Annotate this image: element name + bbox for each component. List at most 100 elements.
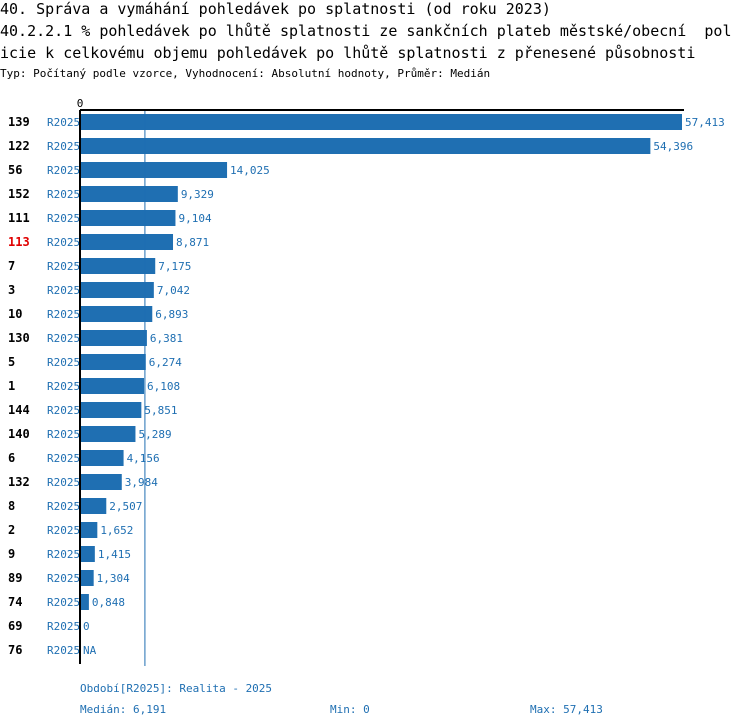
- category-label: 6: [8, 451, 15, 465]
- series-label: R2025: [47, 596, 80, 609]
- category-label: 8: [8, 499, 15, 513]
- category-label: 2: [8, 523, 15, 537]
- category-label: 76: [8, 643, 22, 657]
- value-label: NA: [83, 644, 97, 657]
- bar: [80, 258, 156, 274]
- chart-title-line-2: 40.2.2.1 % pohledávek po lhůtě splatnost…: [0, 22, 732, 40]
- footer-max: Max: 57,413: [530, 703, 603, 716]
- axis-zero-label: 0: [77, 97, 84, 110]
- bar: [80, 282, 154, 298]
- value-label: 0: [83, 620, 90, 633]
- value-label: 57,413: [685, 116, 725, 129]
- value-label: 1,652: [100, 524, 133, 537]
- bar: [80, 306, 153, 322]
- category-label: 7: [8, 259, 15, 273]
- series-label: R2025: [47, 500, 80, 513]
- category-label: 9: [8, 547, 15, 561]
- chart-subtitle: Typ: Počítaný podle vzorce, Vyhodnocení:…: [0, 67, 491, 80]
- bar: [80, 138, 651, 154]
- series-label: R2025: [47, 212, 80, 225]
- footer-period: Období[R2025]: Realita - 2025: [80, 682, 273, 695]
- value-label: 3,984: [125, 476, 158, 489]
- series-label: R2025: [47, 476, 80, 489]
- value-label: 6,108: [147, 380, 180, 393]
- bar: [80, 474, 122, 490]
- chart-title-line-1: 40. Správa a vymáhání pohledávek po spla…: [0, 0, 551, 18]
- bar: [80, 498, 107, 514]
- bar: [80, 354, 146, 370]
- bar: [80, 522, 98, 538]
- bar: [80, 210, 176, 226]
- category-label: 130: [8, 331, 30, 345]
- bar: [80, 402, 142, 418]
- series-label: R2025: [47, 308, 80, 321]
- category-label: 144: [8, 403, 30, 417]
- series-label: R2025: [47, 284, 80, 297]
- value-label: 6,274: [149, 356, 182, 369]
- category-label: 3: [8, 283, 15, 297]
- value-label: 54,396: [653, 140, 693, 153]
- value-label: 9,104: [178, 212, 211, 225]
- value-label: 7,175: [158, 260, 191, 273]
- value-label: 2,507: [109, 500, 142, 513]
- bar: [80, 594, 89, 610]
- value-label: 5,289: [138, 428, 171, 441]
- series-label: R2025: [47, 452, 80, 465]
- category-label: 140: [8, 427, 30, 441]
- bar: [80, 546, 95, 562]
- bar: [80, 378, 145, 394]
- category-label: 56: [8, 163, 22, 177]
- bar: [80, 114, 682, 130]
- value-label: 5,851: [144, 404, 177, 417]
- value-label: 1,415: [98, 548, 131, 561]
- category-label: 122: [8, 139, 30, 153]
- series-label: R2025: [47, 572, 80, 585]
- bar: [80, 234, 174, 250]
- bar: [80, 570, 94, 586]
- category-label: 89: [8, 571, 22, 585]
- series-label: R2025: [47, 404, 80, 417]
- series-label: R2025: [47, 188, 80, 201]
- value-label: 1,304: [97, 572, 130, 585]
- category-label: 113: [8, 235, 30, 249]
- bar: [80, 450, 124, 466]
- value-label: 6,893: [155, 308, 188, 321]
- series-label: R2025: [47, 332, 80, 345]
- value-label: 4,156: [127, 452, 160, 465]
- category-label: 152: [8, 187, 30, 201]
- footer-min: Min: 0: [330, 703, 370, 716]
- series-label: R2025: [47, 548, 80, 561]
- category-label: 111: [8, 211, 30, 225]
- series-label: R2025: [47, 380, 80, 393]
- series-label: R2025: [47, 260, 80, 273]
- category-label: 132: [8, 475, 30, 489]
- bar: [80, 330, 147, 346]
- category-label: 74: [8, 595, 22, 609]
- value-label: 9,329: [181, 188, 214, 201]
- category-label: 5: [8, 355, 15, 369]
- series-label: R2025: [47, 620, 80, 633]
- series-label: R2025: [47, 644, 80, 657]
- series-label: R2025: [47, 140, 80, 153]
- value-label: 14,025: [230, 164, 270, 177]
- category-label: 139: [8, 115, 30, 129]
- series-label: R2025: [47, 236, 80, 249]
- series-label: R2025: [47, 356, 80, 369]
- series-label: R2025: [47, 428, 80, 441]
- bar: [80, 162, 228, 178]
- footer-median: Medián: 6,191: [80, 703, 167, 716]
- category-label: 69: [8, 619, 22, 633]
- value-label: 6,381: [150, 332, 183, 345]
- bar: [80, 426, 136, 442]
- value-label: 0,848: [92, 596, 125, 609]
- series-label: R2025: [47, 116, 80, 129]
- series-label: R2025: [47, 164, 80, 177]
- category-label: 10: [8, 307, 22, 321]
- category-label: 1: [8, 379, 15, 393]
- series-label: R2025: [47, 524, 80, 537]
- chart-title-line-3: icie k celkovému objemu pohledávek po lh…: [0, 44, 696, 62]
- value-label: 8,871: [176, 236, 209, 249]
- value-label: 7,042: [157, 284, 190, 297]
- bar: [80, 186, 178, 202]
